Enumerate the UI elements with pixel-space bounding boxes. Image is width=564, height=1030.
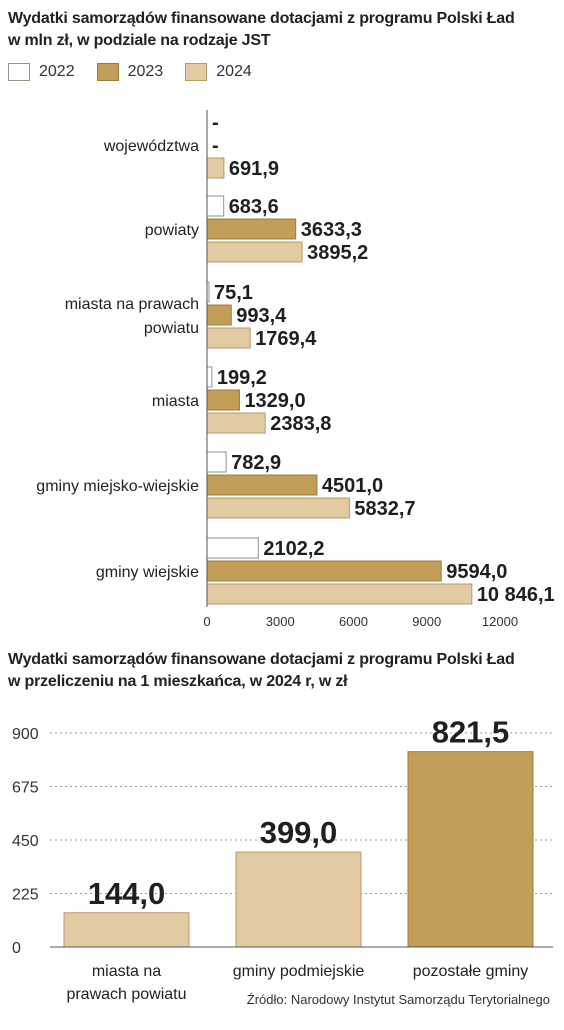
chart1-legend: 2022 2023 2024 xyxy=(8,63,274,81)
data-label: 3895,2 xyxy=(307,242,368,264)
data-label: 75,1 xyxy=(214,282,253,304)
y-tick-label: 675 xyxy=(12,780,39,797)
category-label: gminy miejsko-wiejskie xyxy=(36,478,199,495)
legend-label-2023: 2023 xyxy=(127,63,164,80)
legend-label-2022: 2022 xyxy=(39,63,75,80)
bar-2022 xyxy=(206,451,227,473)
bar-2024 xyxy=(206,327,251,349)
data-label: 2102,2 xyxy=(263,538,324,560)
data-label: 782,9 xyxy=(231,452,281,474)
data-label: 9594,0 xyxy=(446,561,507,583)
bar xyxy=(63,912,190,948)
source-note: Źródło: Narodowy Instytut Samorządu Tery… xyxy=(246,992,550,1007)
legend-item-2024: 2024 xyxy=(185,63,252,81)
data-label: 144,0 xyxy=(88,876,166,911)
data-label: 1769,4 xyxy=(255,328,317,350)
data-label: 10 846,1 xyxy=(477,584,555,606)
chart2-title: Wydatki samorządów finansowane dotacjami… xyxy=(8,651,515,668)
data-label: 1329,0 xyxy=(244,390,305,412)
data-label: 683,6 xyxy=(229,196,279,218)
bar-2023 xyxy=(206,474,318,496)
bar-2024 xyxy=(206,157,225,179)
bar-2024 xyxy=(206,412,266,434)
y-tick-label: 0 xyxy=(12,940,21,957)
bar-2023 xyxy=(206,560,442,582)
category-label: gminy wiejskie xyxy=(96,564,199,581)
x-tick-label: 3000 xyxy=(266,614,295,629)
data-label: 821,5 xyxy=(432,715,510,750)
legend-label-2024: 2024 xyxy=(216,63,252,80)
legend-swatch-2024 xyxy=(185,63,208,81)
bar xyxy=(407,751,534,948)
bar-2024 xyxy=(206,497,350,519)
y-tick-label: 900 xyxy=(12,726,39,743)
data-label: 5832,7 xyxy=(354,498,415,520)
data-label: - xyxy=(212,112,219,134)
category-label: miasta xyxy=(152,393,199,410)
bar-2022 xyxy=(206,366,213,388)
data-label: 993,4 xyxy=(236,305,287,327)
data-label: 4501,0 xyxy=(322,475,383,497)
data-label: - xyxy=(212,135,219,157)
bar-2024 xyxy=(206,583,473,605)
category-label: powiaty xyxy=(145,222,199,239)
chart1-title: Wydatki samorządów finansowane dotacjami… xyxy=(8,10,515,27)
data-label: 691,9 xyxy=(229,158,279,180)
bar-2022 xyxy=(206,195,225,217)
data-label: 399,0 xyxy=(260,815,338,850)
x-tick-label: 0 xyxy=(203,614,210,629)
data-label: 2383,8 xyxy=(270,413,331,435)
bar-2023 xyxy=(206,218,297,240)
y-tick-label: 450 xyxy=(12,833,39,850)
category-label: powiatu xyxy=(144,320,199,337)
bar-2023 xyxy=(206,304,232,326)
category-label: województwa xyxy=(103,138,199,155)
x-tick-label: 6000 xyxy=(339,614,368,629)
y-tick-label: 225 xyxy=(12,887,39,904)
data-label: 199,2 xyxy=(217,367,267,389)
bar-2022 xyxy=(206,537,259,559)
category-label: pozostałe gminy xyxy=(413,963,529,980)
category-label: prawach powiatu xyxy=(66,986,186,1003)
legend-swatch-2022 xyxy=(8,63,30,81)
data-label: 3633,3 xyxy=(301,219,362,241)
bar-2024 xyxy=(206,241,303,263)
category-label: gminy podmiejskie xyxy=(233,963,365,980)
chart1-subtitle: w mln zł, w podziale na rodzaje JST xyxy=(8,32,271,49)
x-tick-label: 12000 xyxy=(482,614,518,629)
category-label: miasta na xyxy=(92,963,161,980)
chart1-plot: 0 3000 6000 9000 12000województwa--691,9powi… xyxy=(36,110,555,629)
bar xyxy=(235,851,362,948)
bar-2023 xyxy=(206,389,240,411)
legend-item-2023: 2023 xyxy=(96,63,164,81)
legend-item-2022: 2022 xyxy=(8,63,75,81)
x-tick-label: 9000 xyxy=(412,614,441,629)
chart2-subtitle: w przeliczeniu na 1 mieszkańca, w 2024 r… xyxy=(8,673,348,690)
category-label: miasta na prawach xyxy=(65,296,199,313)
legend-swatch-2023 xyxy=(96,63,119,81)
